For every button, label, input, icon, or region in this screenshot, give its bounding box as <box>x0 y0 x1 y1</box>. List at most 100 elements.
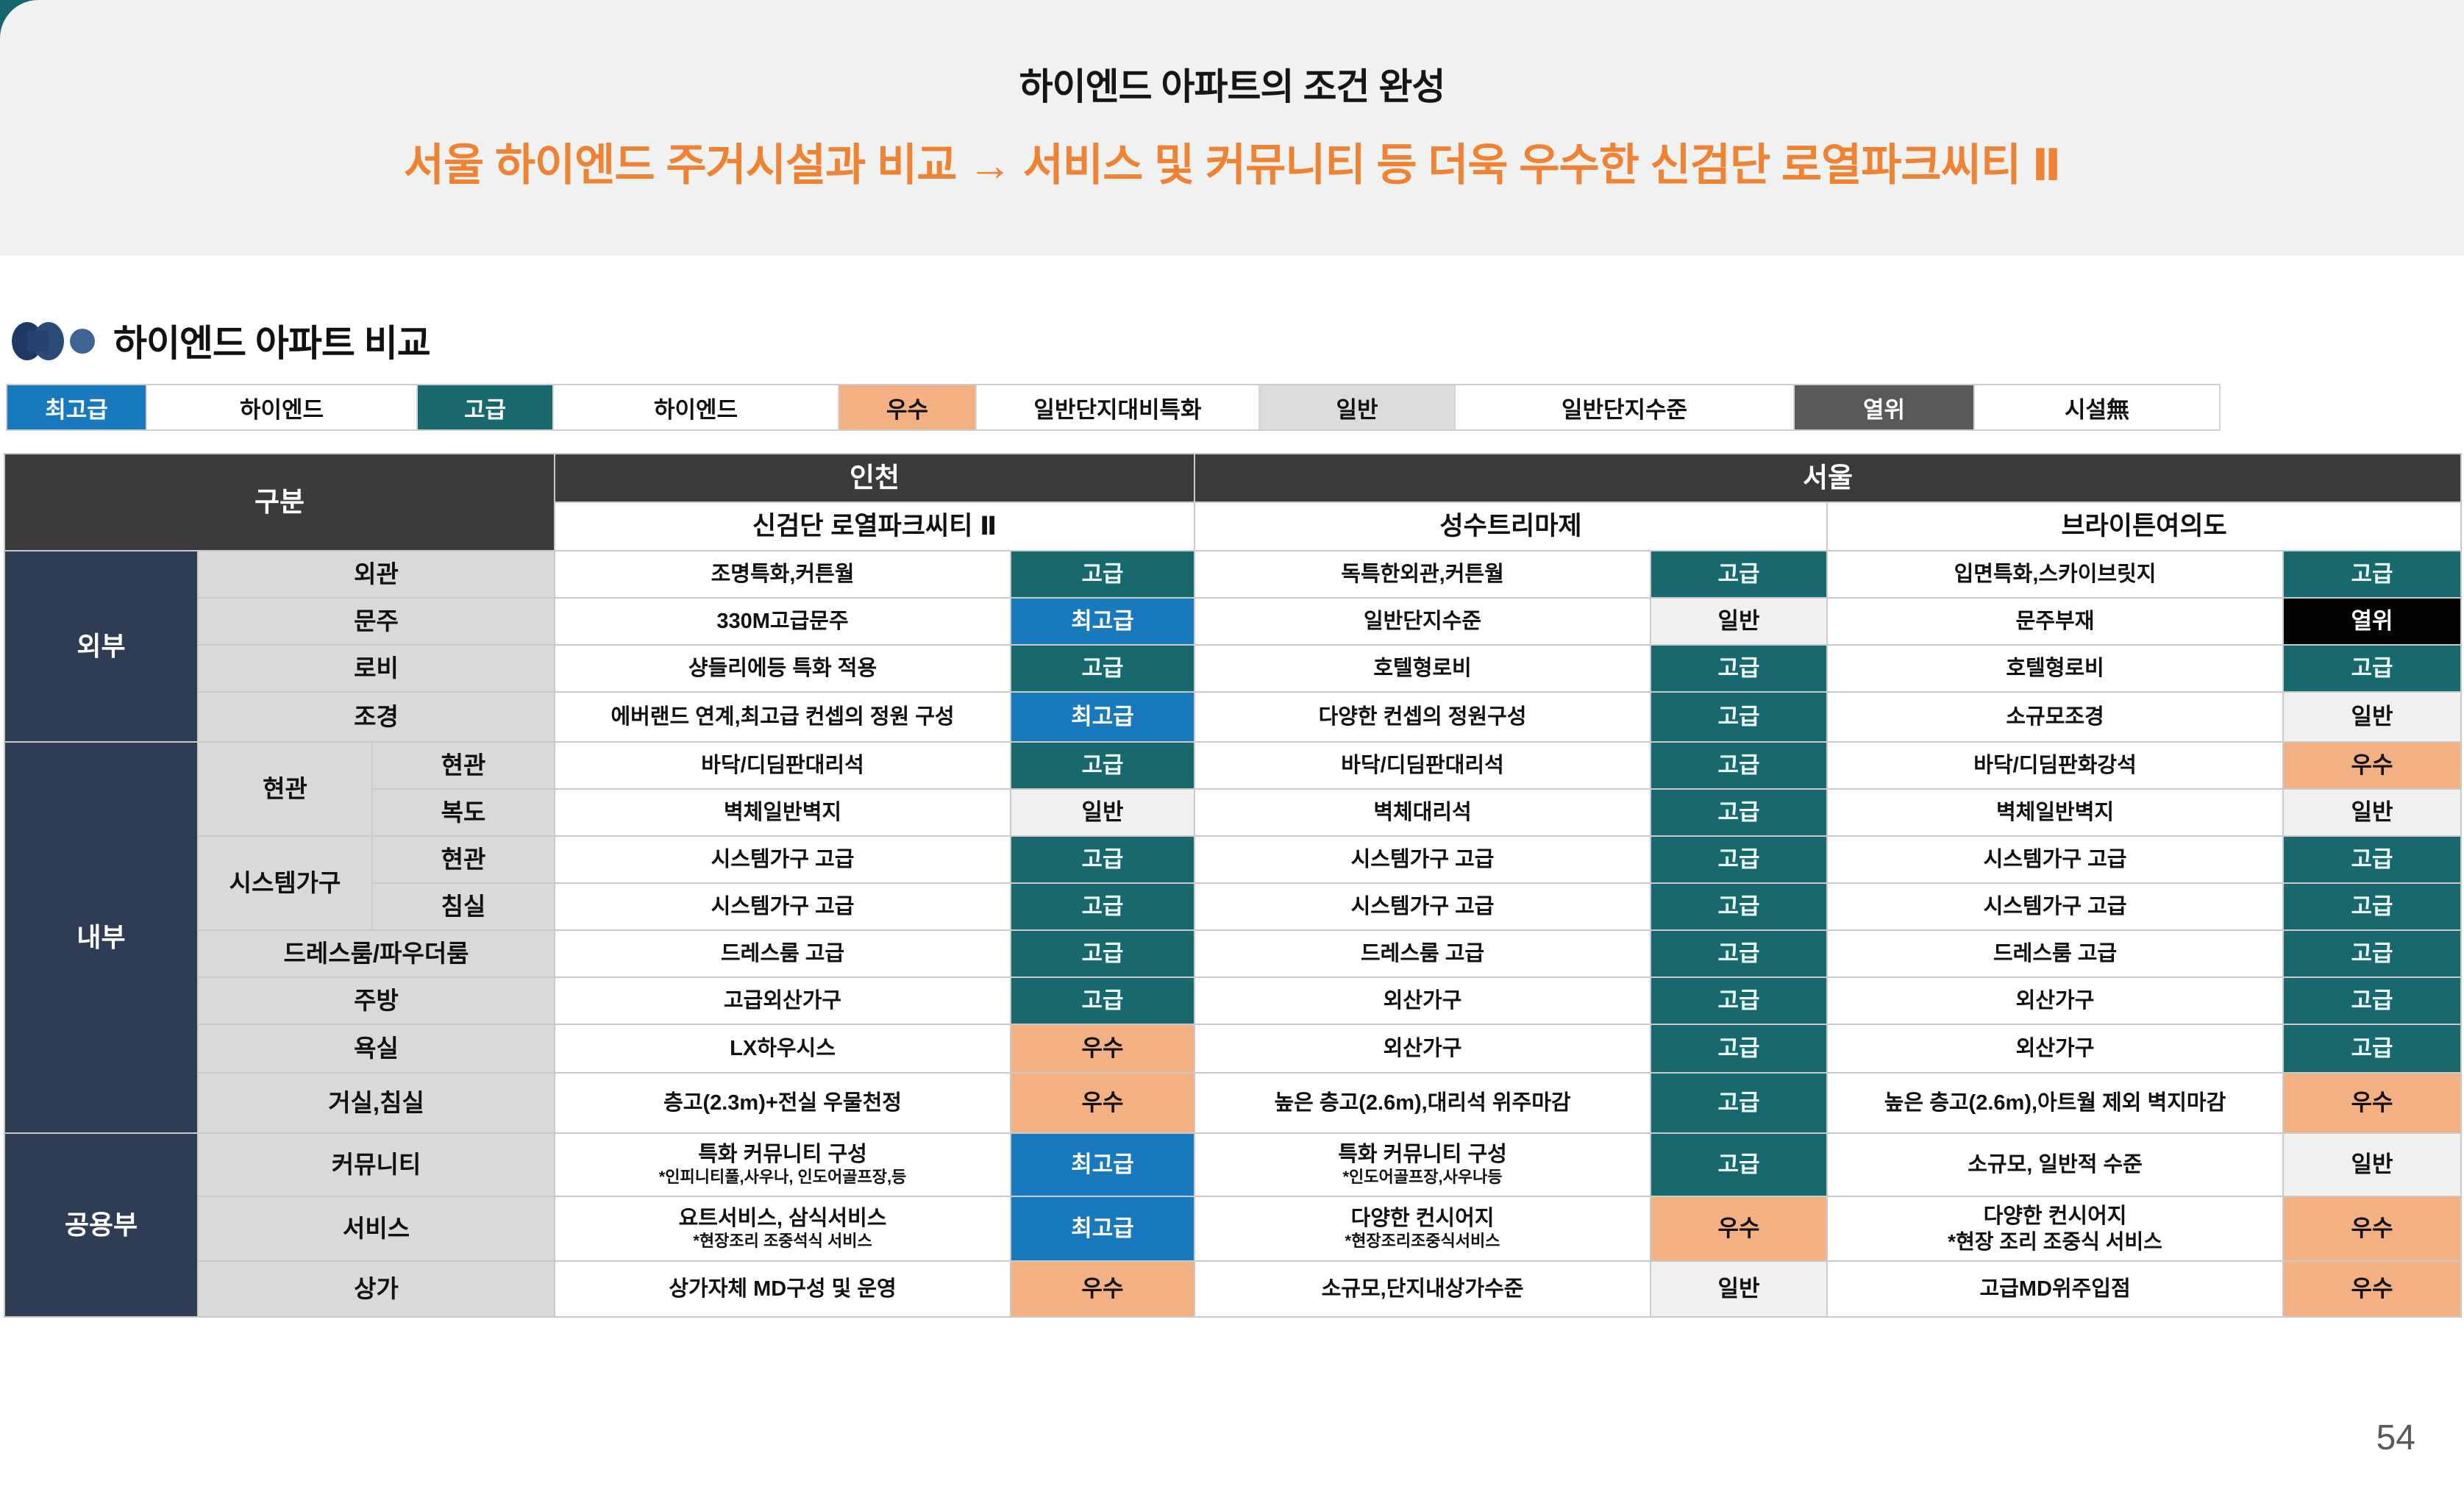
rating-badge: 일반 <box>2282 788 2463 837</box>
desc-cell: 독특한외관,커튼월 <box>1194 550 1652 599</box>
desc-cell: 벽체대리석 <box>1194 788 1652 837</box>
rating-badge: 열위 <box>2282 597 2463 646</box>
rating-badge: 고급 <box>2282 976 2463 1025</box>
legend-label-high: 하이엔드 <box>554 385 839 429</box>
table-row: 서비스 요트서비스, 삼식서비스 *현장조리 조중석식 서비스 최고급 다양한 … <box>4 1196 2463 1262</box>
table-row: 드레스룸/파우더룸 드레스룸 고급 고급 드레스룸 고급 고급 드레스룸 고급 … <box>4 929 2463 978</box>
header-property-ssj: 성수트리마제 <box>1194 501 1829 551</box>
category-cell: 거실,침실 <box>196 1072 556 1134</box>
page-number: 54 <box>2376 1418 2415 1457</box>
group-cell-exterior: 외부 <box>4 550 199 743</box>
rating-legend: 최고급 하이엔드 고급 하이엔드 우수 일반단지대비특화 일반 일반단지수준 열… <box>6 384 2221 431</box>
desc-main: 다양한 컨시어지 <box>1350 1207 1495 1231</box>
rating-badge: 고급 <box>1650 788 1829 837</box>
rating-badge: 고급 <box>1650 741 1829 790</box>
desc-cell: 시스템가구 고급 <box>1194 882 1652 931</box>
rating-badge: 고급 <box>1650 976 1829 1025</box>
category-cell: 조경 <box>196 691 556 743</box>
desc-sub: *현장 조리 조중식 서비스 <box>1948 1229 2162 1253</box>
table-row: 문주 330M고급문주 최고급 일반단지수준 일반 문주부재 열위 <box>4 597 2463 646</box>
rating-badge: 최고급 <box>1010 691 1196 743</box>
category-cell: 로비 <box>196 644 556 693</box>
desc-cell: 소규모,단지내상가수준 <box>1194 1260 1652 1318</box>
desc-cell: 외산가구 <box>1194 976 1652 1025</box>
rating-badge: 고급 <box>1650 550 1829 599</box>
table-row: 신검단 로열파크씨티 Ⅱ 성수트리마제 브라이튼여의도 <box>4 501 2463 551</box>
category-cell: 드레스룸/파우더룸 <box>196 929 556 978</box>
category-cell: 커뮤니티 <box>196 1132 556 1197</box>
table-row: 구분 인천 서울 <box>3 453 2463 551</box>
desc-cell: 상가자체 MD구성 및 운영 <box>554 1260 1012 1318</box>
desc-sub: *현장조리조중식서비스 <box>1345 1231 1500 1250</box>
comparison-table: 구분 인천 서울 신검단 로열파크씨티 Ⅱ 성수트리마제 브라이튼여의도 외부 … <box>3 453 2463 1318</box>
rating-badge: 고급 <box>1650 1072 1829 1134</box>
rating-badge: 고급 <box>2282 882 2463 931</box>
rating-badge: 고급 <box>1650 882 1829 931</box>
rating-badge: 고급 <box>2282 929 2463 978</box>
desc-cell: 시스템가구 고급 <box>554 882 1012 931</box>
rating-badge: 일반 <box>2282 1132 2463 1197</box>
desc-cell: 바닥/디딤판대리석 <box>1194 741 1652 790</box>
desc-cell: 바닥/디딤판대리석 <box>554 741 1012 790</box>
desc-cell: 다양한 컨셉의 정원구성 <box>1194 691 1652 743</box>
desc-cell: 외산가구 <box>1826 1024 2285 1074</box>
slide-title: 하이엔드 아파트의 조건 완성 <box>1019 66 1446 107</box>
legend-label-normal: 일반단지수준 <box>1456 385 1795 429</box>
desc-cell: 일반단지수준 <box>1194 597 1652 646</box>
rating-badge: 고급 <box>1010 929 1196 978</box>
desc-cell: 고급외산가구 <box>554 976 1012 1025</box>
header-property-sgd: 신검단 로열파크씨티 Ⅱ <box>554 501 1196 551</box>
rating-badge: 최고급 <box>1010 1196 1196 1262</box>
desc-main: 특화 커뮤니티 구성 <box>698 1143 867 1167</box>
legend-badge-top: 최고급 <box>7 385 147 429</box>
desc-cell: LX하우시스 <box>554 1024 1012 1074</box>
desc-cell: 소규모조경 <box>1826 691 2285 743</box>
desc-sub: *인도어골프장,사우나등 <box>1342 1167 1503 1186</box>
desc-cell: 드레스룸 고급 <box>1826 929 2285 978</box>
table-row: 침실 시스템가구 고급 고급 시스템가구 고급 고급 시스템가구 고급 고급 <box>4 882 2463 931</box>
desc-cell: 호텔형로비 <box>1194 644 1652 693</box>
desc-cell: 다양한 컨시어지 *현장 조리 조중식 서비스 <box>1826 1196 2285 1262</box>
category-cell: 주방 <box>196 976 556 1025</box>
legend-badge-good: 우수 <box>839 385 977 429</box>
desc-cell: 조명특화,커튼월 <box>554 550 1012 599</box>
table-row: 로비 샹들리에등 특화 적용 고급 호텔형로비 고급 호텔형로비 고급 <box>4 644 2463 693</box>
rating-badge: 고급 <box>1650 1024 1829 1074</box>
rating-badge: 고급 <box>1010 741 1196 790</box>
table-row: 내부 현관 현관 바닥/디딤판대리석 고급 바닥/디딤판대리석 고급 바닥/디딤… <box>4 741 2463 1134</box>
legend-label-top: 하이엔드 <box>147 385 418 429</box>
desc-cell: 드레스룸 고급 <box>1194 929 1652 978</box>
desc-main: 다양한 컨시어지 <box>1983 1204 2127 1229</box>
rating-badge: 일반 <box>1010 788 1196 837</box>
desc-sub: *인피니티풀,사우나, 인도어골프장,등 <box>658 1167 907 1186</box>
rating-badge: 고급 <box>2282 550 2463 599</box>
category-cell: 현관 <box>371 741 556 790</box>
table-row: 공용부 커뮤니티 특화 커뮤니티 구성 *인피니티풀,사우나, 인도어골프장,등… <box>4 1132 2463 1318</box>
desc-cell: 층고(2.3m)+전실 우물천정 <box>554 1072 1012 1134</box>
desc-cell: 벽체일반벽지 <box>554 788 1012 837</box>
category-cell: 문주 <box>196 597 556 646</box>
desc-cell: 소규모, 일반적 수준 <box>1826 1132 2285 1197</box>
desc-cell: 외산가구 <box>1194 1024 1652 1074</box>
rating-badge: 고급 <box>1650 1132 1829 1197</box>
desc-cell: 시스템가구 고급 <box>554 835 1012 884</box>
rating-badge: 고급 <box>2282 1024 2463 1074</box>
category-cell: 욕실 <box>196 1024 556 1074</box>
desc-cell: 벽체일반벽지 <box>1826 788 2285 837</box>
category-cell: 복도 <box>371 788 556 837</box>
header-gubun: 구분 <box>3 453 556 551</box>
rating-badge: 최고급 <box>1010 597 1196 646</box>
table-row: 조경 에버랜드 연계,최고급 컨셉의 정원 구성 최고급 다양한 컨셉의 정원구… <box>4 691 2463 743</box>
desc-main: 요트서비스, 삼식서비스 <box>678 1207 887 1231</box>
rating-badge: 고급 <box>1650 644 1829 693</box>
slide-header: 하이엔드 아파트의 조건 완성 서울 하이엔드 주거시설과 비교 → 서비스 및… <box>0 0 2464 256</box>
desc-cell: 시스템가구 고급 <box>1826 835 2285 884</box>
header-region-incheon: 인천 <box>554 453 1196 503</box>
legend-label-inferior: 시설無 <box>1975 385 2219 429</box>
rating-badge: 일반 <box>2282 691 2463 743</box>
table-row: 욕실 LX하우시스 우수 외산가구 고급 외산가구 고급 <box>4 1024 2463 1074</box>
table-row: 주방 고급외산가구 고급 외산가구 고급 외산가구 고급 <box>4 976 2463 1025</box>
rating-badge: 고급 <box>1650 835 1829 884</box>
rating-badge: 일반 <box>1650 1260 1829 1318</box>
